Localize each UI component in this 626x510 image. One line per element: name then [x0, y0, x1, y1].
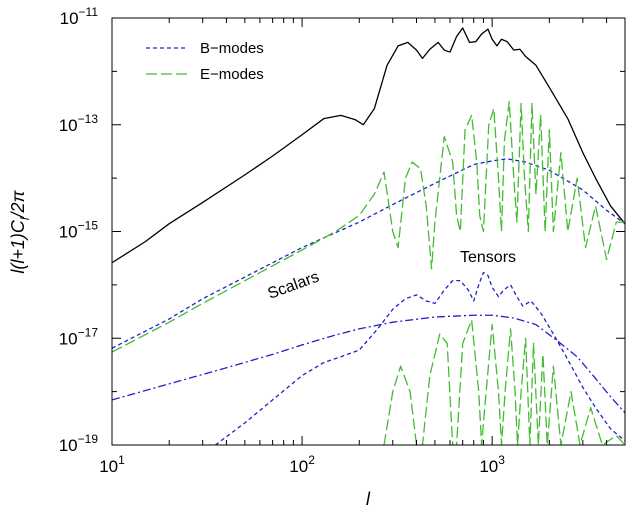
- tick-label: 10−13: [59, 112, 99, 135]
- tick-label-exponent: −13: [78, 112, 99, 126]
- tick-label: 103: [479, 453, 505, 476]
- tick-label-exponent: 2: [308, 453, 315, 467]
- series-line-5: [383, 319, 625, 445]
- y-axis-title-sub: l: [18, 217, 32, 220]
- y-axis-title-main: l(l+1)C: [8, 219, 28, 274]
- tick-label-exponent: −11: [79, 5, 99, 19]
- tick-label: 101: [99, 453, 125, 476]
- tick-label-base: 10: [59, 223, 78, 242]
- tick-label-exponent: −15: [78, 219, 99, 233]
- tick-label: 10−11: [60, 5, 99, 28]
- tick-label-base: 10: [479, 457, 498, 476]
- series-line-3: [112, 314, 625, 414]
- tick-label-base: 10: [59, 436, 78, 455]
- legend-label-e-modes: E−modes: [200, 66, 264, 83]
- plot-frame: [111, 17, 626, 446]
- y-axis-title-tail: /2π: [8, 189, 28, 219]
- legend: B−modes E−modes: [146, 40, 264, 83]
- tick-label: 10−15: [59, 219, 99, 242]
- tick-label-base: 10: [289, 457, 308, 476]
- series-line-1: [112, 158, 625, 349]
- tick-label-exponent: 3: [498, 453, 505, 467]
- tick-label-base: 10: [59, 116, 78, 135]
- y-axis-title: l(l+1)Cl/2π: [8, 189, 32, 273]
- tick-label-base: 10: [60, 9, 79, 28]
- ticks-layer: [111, 17, 626, 446]
- annotation-tensors: Tensors: [460, 249, 516, 266]
- series-line-2: [112, 101, 625, 353]
- tick-label-exponent: 1: [118, 453, 125, 467]
- series-line-0: [112, 27, 625, 264]
- tick-label-exponent: −17: [78, 325, 99, 339]
- series-line-4: [215, 271, 625, 445]
- series-layer: [112, 27, 625, 445]
- tick-label-base: 10: [59, 329, 78, 348]
- x-axis-title: l: [366, 489, 371, 509]
- legend-label-b-modes: B−modes: [200, 40, 264, 57]
- tick-label-exponent: −19: [78, 432, 99, 446]
- tick-label: 102: [289, 453, 315, 476]
- tick-label: 10−19: [59, 432, 99, 455]
- tick-label-base: 10: [99, 457, 118, 476]
- annotation-scalars: Scalars: [266, 269, 322, 303]
- tick-label: 10−17: [59, 325, 99, 348]
